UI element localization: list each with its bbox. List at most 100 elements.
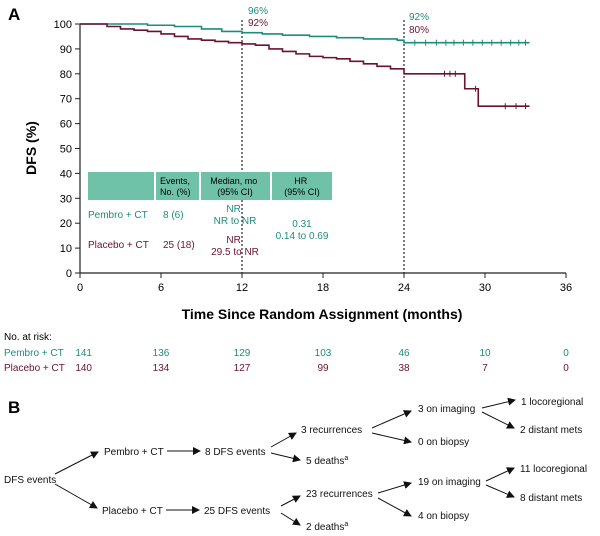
flow-placebo-deaths-sup: a: [344, 521, 348, 528]
flow-diagram: DFS events Pembro + CT 8 DFS events 3 re…: [4, 397, 587, 533]
flow-placebo-deaths-text: 2 deaths: [306, 522, 344, 533]
arrow-pembro-events-to-deaths: [270, 452, 301, 463]
risk-placebo-value: 127: [234, 363, 251, 374]
risk-row-pembro-label: Pembro + CT: [4, 348, 64, 359]
x-tick-label: 36: [560, 282, 572, 294]
arrow-pembro-recurrences-to-imaging: [371, 410, 412, 429]
arrow-pembro-imaging-to-locoregional: [481, 397, 516, 409]
table-header-events: Events, No. (%): [160, 176, 193, 197]
risk-table: No. at risk: Pembro + CT Placebo + CT 14…: [4, 332, 569, 374]
y-tick-label: 10: [60, 243, 72, 255]
risk-placebo-value: 134: [153, 363, 170, 374]
placebo-km-curve: [80, 23, 530, 107]
flow-pembro-deaths: 5 deathsa: [306, 455, 348, 467]
arrow-placebo-imaging-to-locoregional: [485, 467, 515, 482]
table-header-cell-median: [201, 172, 270, 200]
annotation-12-pembro: 96%: [248, 6, 268, 17]
flow-placebo-biopsy: 4 on biopsy: [418, 511, 469, 522]
x-tick-label: 0: [77, 282, 83, 294]
risk-pembro-value: 10: [479, 348, 491, 359]
x-tick-label: 12: [236, 282, 248, 294]
x-tick-label: 6: [158, 282, 164, 294]
risk-placebo-value: 38: [398, 363, 410, 374]
risk-pembro-value: 103: [315, 348, 332, 359]
risk-title: No. at risk:: [4, 332, 52, 343]
table-header-events-line1: Events,: [160, 176, 190, 186]
arrow-placebo-events-to-recurrences: [280, 495, 301, 507]
flow-pembro-events: 8 DFS events: [205, 447, 266, 458]
risk-placebo-value: 140: [75, 363, 92, 374]
x-tick-label: 30: [479, 282, 491, 294]
chart-axes: 0 10 20 30 40 50 60 70 80 90 100 0 6 12 18 24 30 36: [54, 19, 572, 294]
risk-row-placebo-label: Placebo + CT: [4, 363, 65, 374]
risk-pembro-value: 129: [234, 348, 251, 359]
flow-placebo-recurrences: 23 recurrences: [306, 489, 373, 500]
y-axis-label: DFS (%): [23, 121, 39, 175]
table-header-median: Median, mo (95% CI): [210, 176, 260, 197]
risk-pembro-value: 46: [398, 348, 410, 359]
flow-placebo-events: 25 DFS events: [204, 506, 270, 517]
y-tick-label: 60: [60, 119, 72, 131]
risk-pembro-value: 141: [75, 348, 92, 359]
pembro-km-curve: [80, 23, 530, 44]
y-tick-label: 80: [60, 69, 72, 81]
flow-pembro-arm: Pembro + CT: [104, 447, 164, 458]
table-header-hr-line1: HR: [294, 176, 307, 186]
x-axis-label: Time Since Random Assignment (months): [182, 306, 463, 322]
table-hr-ci: 0.14 to 0.69: [276, 231, 329, 242]
x-tick-label: 18: [317, 282, 329, 294]
annotation-12-placebo: 92%: [248, 18, 268, 29]
table-header-median-line1: Median, mo: [210, 176, 257, 186]
table-header-cell-events: [156, 172, 199, 200]
table-row-placebo-label: Placebo + CT: [88, 240, 149, 251]
table-row-pembro-median: NR NR to NR: [214, 204, 257, 227]
arrow-root-to-placebo: [54, 483, 98, 509]
panel-a-label: A: [8, 5, 20, 24]
flow-placebo-locoregional: 11 locoregional: [520, 464, 587, 475]
flow-pembro-biopsy: 0 on biopsy: [418, 437, 469, 448]
arrow-placebo-imaging-to-distant: [485, 484, 515, 498]
risk-placebo-value: 7: [482, 363, 488, 374]
table-row-pembro-median-line2: NR to NR: [214, 216, 257, 227]
flow-pembro-recurrences: 3 recurrences: [301, 425, 362, 436]
annotation-24-placebo: 80%: [409, 25, 429, 36]
panel-b-label: B: [8, 398, 20, 417]
flow-placebo-arm: Placebo + CT: [102, 506, 163, 517]
y-tick-label: 90: [60, 44, 72, 56]
table-header-hr-line2: (95% CI): [284, 187, 320, 197]
y-tick-label: 0: [66, 268, 72, 280]
risk-pembro-value: 0: [563, 348, 569, 359]
table-row-pembro-median-line1: NR: [226, 204, 240, 215]
table-hr-value: 0.31: [292, 219, 312, 230]
arrow-pembro-recurrences-to-biopsy: [371, 432, 412, 445]
flow-pembro-deaths-sup: a: [344, 455, 348, 462]
arrow-placebo-recurrences-to-imaging: [377, 481, 412, 494]
flow-placebo-distant: 8 distant mets: [520, 493, 582, 504]
y-tick-label: 30: [60, 193, 72, 205]
chart-series: [80, 23, 530, 110]
y-tick-label: 100: [54, 19, 72, 31]
flow-arrows: [54, 397, 516, 526]
arrow-pembro-imaging-to-distant: [481, 411, 515, 429]
table-row-pembro-label: Pembro + CT: [88, 210, 148, 221]
y-tick-label: 40: [60, 168, 72, 180]
table-header-cell-hr: [272, 172, 332, 200]
annotation-24-pembro: 92%: [409, 12, 429, 23]
y-tick-label: 50: [60, 144, 72, 156]
y-tick-label: 20: [60, 218, 72, 230]
flow-pembro-distant: 2 distant mets: [520, 425, 582, 436]
table-row-placebo-median-line2: 29.5 to NR: [211, 247, 259, 258]
x-tick-label: 24: [398, 282, 410, 294]
table-header-events-line2: No. (%): [160, 187, 191, 197]
risk-placebo-value: 99: [317, 363, 329, 374]
flow-pembro-locoregional: 1 locoregional: [521, 397, 583, 408]
table-header-hr: HR (95% CI): [284, 176, 320, 197]
arrow-pembro-events-to-recurrences: [270, 432, 297, 448]
risk-pembro-value: 136: [153, 348, 170, 359]
flow-placebo-deaths: 2 deathsa: [306, 521, 348, 533]
arrow-placebo-events-to-deaths: [280, 512, 301, 526]
table-row-pembro-events: 8 (6): [163, 210, 184, 221]
table-row-placebo-median-line1: NR: [226, 235, 240, 246]
flow-pembro-deaths-text: 5 deaths: [306, 456, 344, 467]
